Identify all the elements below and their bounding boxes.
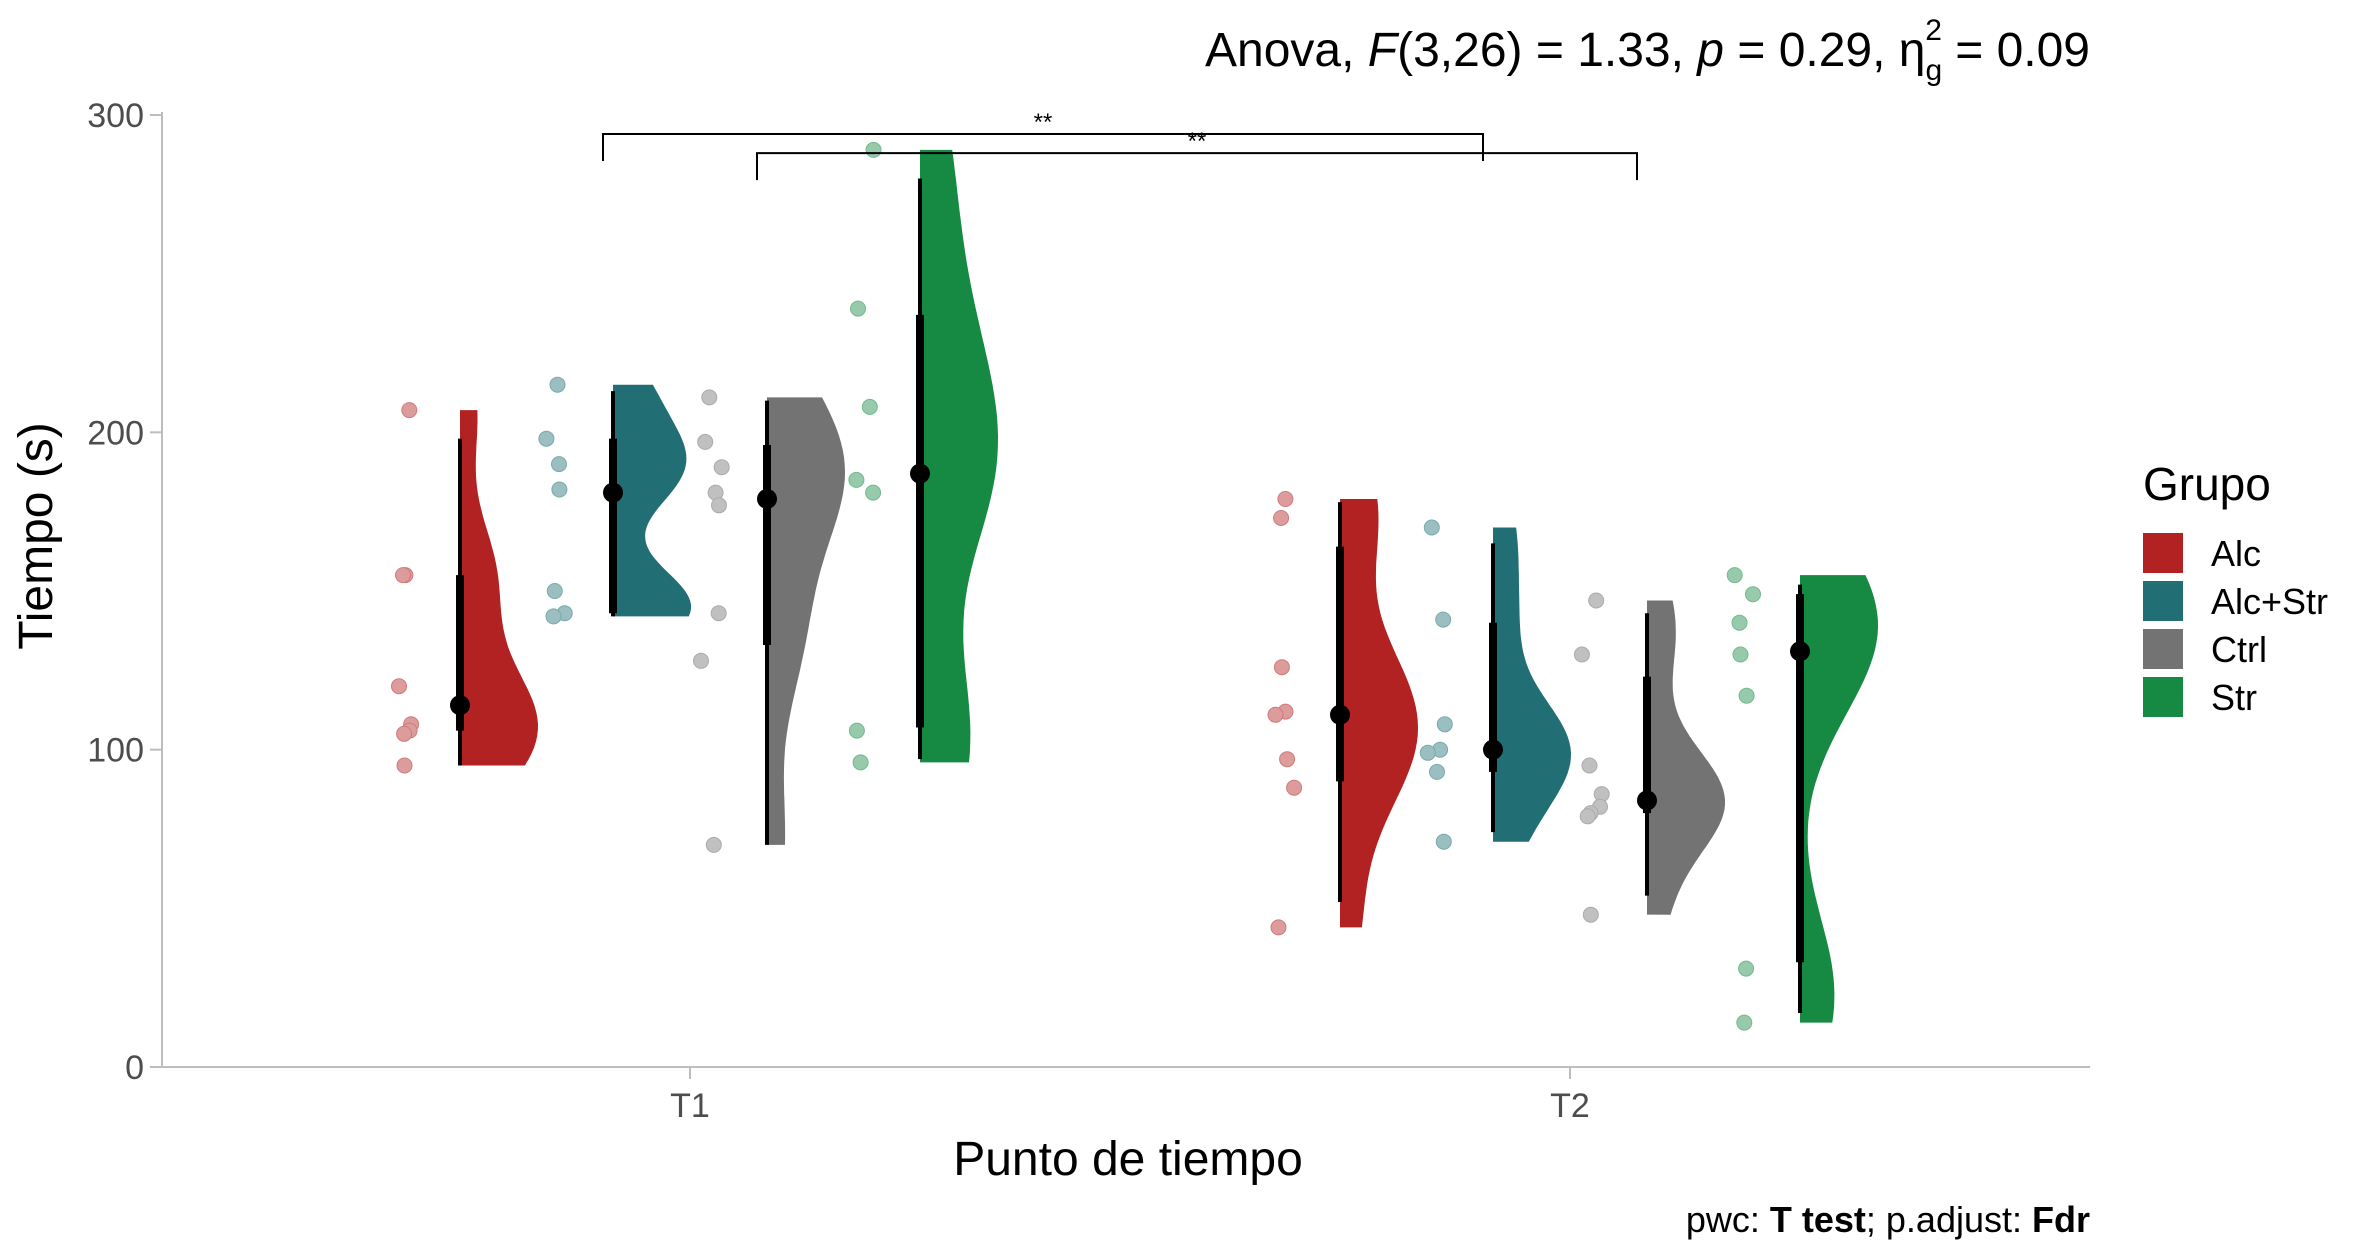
data-point <box>711 497 727 514</box>
data-point <box>861 398 878 415</box>
legend-swatch <box>2143 629 2183 669</box>
data-point <box>396 757 413 774</box>
jitter-points <box>391 141 1761 1031</box>
data-point <box>705 836 722 853</box>
data-point <box>549 376 566 393</box>
data-point <box>865 484 882 501</box>
data-point <box>1738 687 1755 704</box>
data-point <box>551 481 568 498</box>
data-point <box>1279 751 1296 768</box>
median-point <box>603 482 623 503</box>
data-point <box>1573 646 1590 663</box>
data-point <box>396 725 413 742</box>
significance-bracket <box>756 152 1638 181</box>
violin-T2-Alc <box>1340 498 1418 928</box>
legend-label: Alc+Str <box>2211 581 2328 622</box>
data-point <box>546 583 563 599</box>
data-point <box>1435 833 1452 850</box>
caption: pwc: T test; p.adjust: Fdr <box>1686 1199 2090 1240</box>
y-tick-label: 300 <box>87 97 144 135</box>
data-point <box>1436 716 1453 733</box>
legend-label: Ctrl <box>2211 629 2267 670</box>
violin-T1-Str <box>920 149 998 763</box>
x-tick-label: T2 <box>1550 1087 1590 1125</box>
data-point <box>865 141 882 158</box>
data-point <box>1731 614 1748 631</box>
legend-swatch <box>2143 581 2183 621</box>
significance-label: ** <box>1034 109 1053 136</box>
data-point <box>1273 659 1290 676</box>
data-point <box>1435 611 1452 628</box>
y-axis-title: Tiempo (s) <box>10 422 63 650</box>
data-point <box>701 389 718 406</box>
y-tick-label: 100 <box>87 732 144 770</box>
significance-label: ** <box>1188 128 1207 155</box>
data-point <box>1579 808 1596 825</box>
data-point <box>538 430 555 447</box>
data-point <box>1588 592 1605 609</box>
data-point <box>1273 510 1290 526</box>
data-point <box>850 300 866 317</box>
legend-label: Alc <box>2211 533 2261 574</box>
data-point <box>1429 763 1445 780</box>
median-point <box>910 463 930 484</box>
y-tick-label: 200 <box>87 414 144 452</box>
data-point <box>710 605 727 622</box>
data-point <box>551 456 567 473</box>
violin-T1-Alc <box>460 410 538 766</box>
violin-T2-Ctrl <box>1647 600 1725 915</box>
y-tick-label: 0 <box>125 1049 144 1087</box>
median-point <box>1330 704 1350 725</box>
median-point <box>1790 641 1810 662</box>
data-point <box>395 567 411 584</box>
data-point <box>1423 519 1440 536</box>
data-point <box>401 402 418 419</box>
chart-title: Anova, F(3,26) = 1.33, p = 0.29, ηg2 = 0… <box>1205 14 2090 87</box>
data-point <box>697 433 714 450</box>
significance-brackets: ** ** <box>602 109 1638 181</box>
data-point <box>852 754 869 771</box>
data-point <box>545 608 562 625</box>
violin-T2-Str <box>1800 575 1878 1023</box>
significance-bracket <box>602 133 1484 162</box>
legend: Grupo Alc Alc+Str Ctrl Str <box>2143 458 2328 718</box>
data-point <box>1732 646 1749 663</box>
x-tick-label: T1 <box>670 1087 710 1125</box>
legend-swatch <box>2143 533 2183 573</box>
data-point <box>1286 779 1303 796</box>
violin-halves <box>460 149 1878 1023</box>
data-point <box>1267 706 1284 723</box>
interval-markers <box>450 178 1810 1014</box>
violin-T1-Alc+Str <box>613 384 691 617</box>
data-point <box>1270 919 1287 936</box>
median-point <box>1483 739 1503 760</box>
legend-title: Grupo <box>2143 458 2271 510</box>
data-point <box>1745 586 1761 603</box>
x-axis-title: Punto de tiempo <box>953 1133 1303 1186</box>
data-point <box>1419 744 1436 761</box>
data-point <box>693 652 709 669</box>
data-point <box>1581 757 1598 774</box>
violin-T1-Ctrl <box>767 397 845 845</box>
data-point <box>848 471 865 488</box>
median-point <box>1637 790 1657 811</box>
data-point <box>1277 491 1294 507</box>
data-point <box>1726 567 1743 584</box>
data-point <box>713 459 730 476</box>
data-point <box>1736 1014 1753 1031</box>
data-point <box>1582 906 1599 923</box>
data-point <box>848 722 865 739</box>
median-point <box>757 488 777 509</box>
legend-swatch <box>2143 677 2183 717</box>
data-point <box>1738 960 1755 977</box>
axes: 0 100 200 300 T1 T2 <box>87 97 2090 1125</box>
data-point <box>391 678 407 695</box>
median-point <box>450 695 470 716</box>
violin-T2-Alc+Str <box>1493 527 1571 842</box>
legend-label: Str <box>2211 677 2257 718</box>
